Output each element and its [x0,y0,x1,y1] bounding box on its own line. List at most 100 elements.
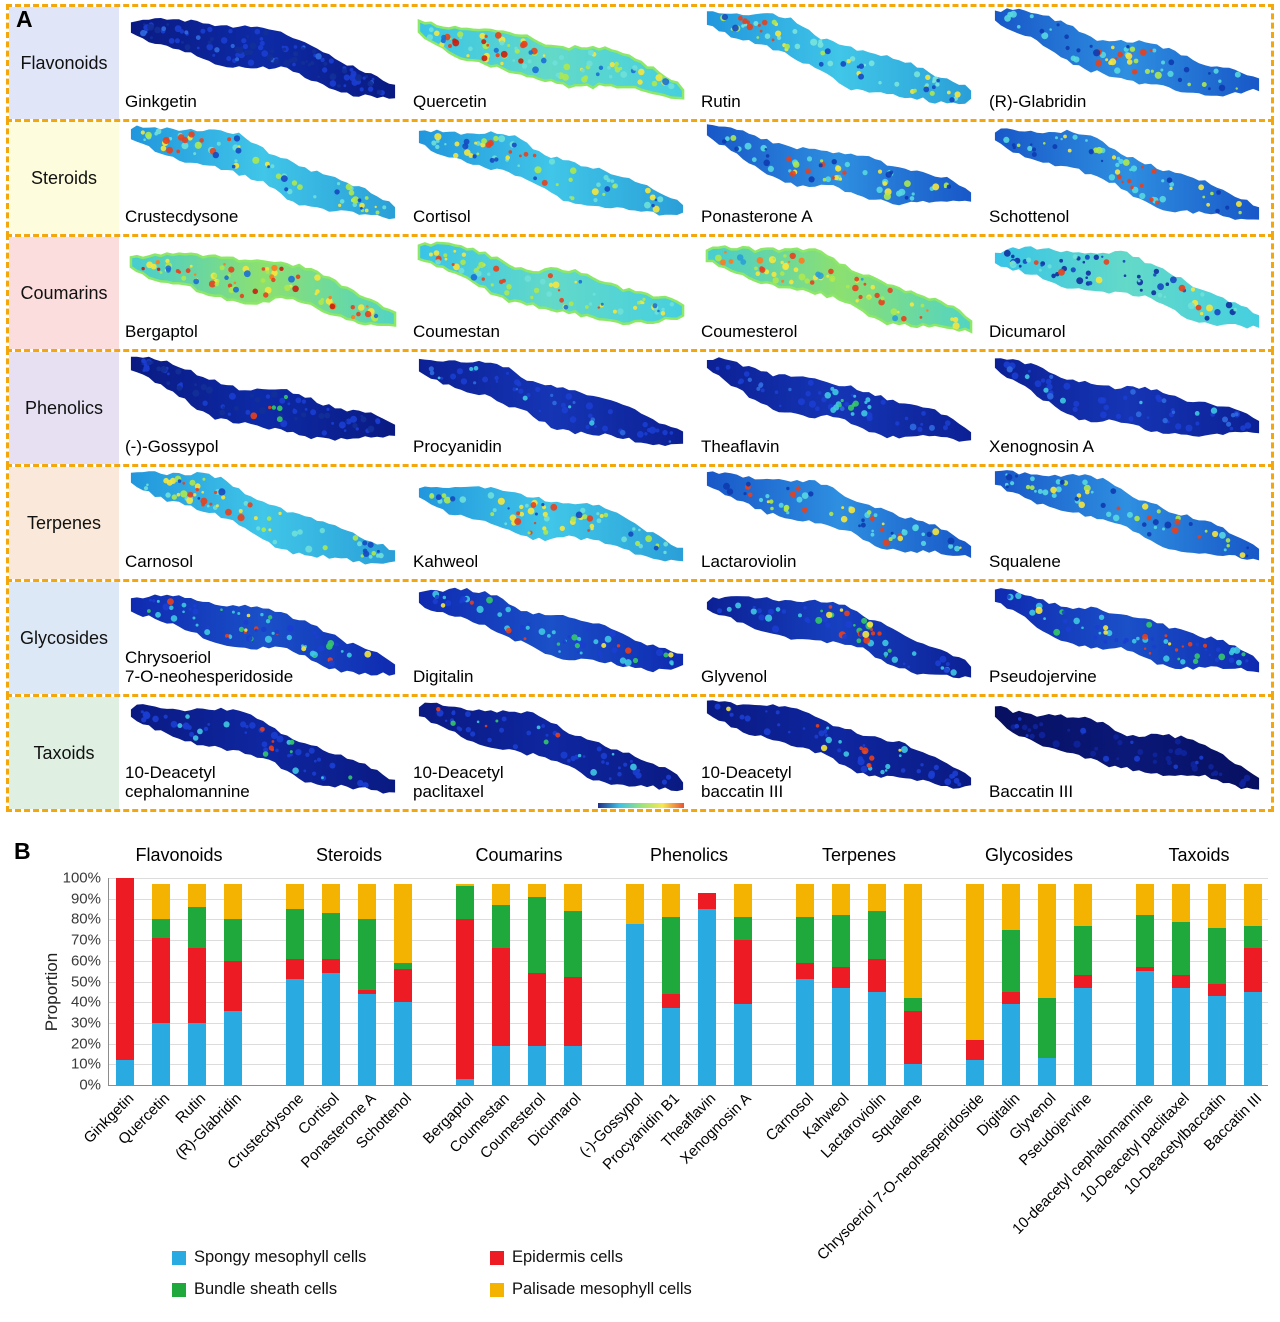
stacked-bar: Schottenol [353,878,415,1152]
compound-label: (-)-Gossypol [125,436,219,456]
category-label: Terpenes [9,467,119,579]
bar-segment [528,973,546,1046]
bar-segment [188,907,206,949]
bar-segment [1074,925,1092,976]
gridline [108,981,1268,983]
y-tick-label: 90% [70,890,101,908]
bar-segment [1038,998,1056,1059]
bar-segment [1002,929,1020,992]
leaf-heatmap [418,486,684,562]
bar-segment [394,1002,412,1085]
stacked-bar: Squalene [868,878,925,1147]
bar-segment [286,884,304,910]
y-tick-label: 40% [70,993,101,1011]
compound-label: 10-Deacetyl cephalomannine [125,762,250,801]
bar-segment [698,909,716,1085]
msi-image-cell: Procyanidin [407,352,695,464]
bar-segment [1002,991,1020,1005]
compound-group-phenolics: Phenolics (-)-Gossypol Procyanidin B1 Theaf… [577,845,755,1173]
compound-label: Cortisol [413,206,471,226]
stacked-bar: (R)-Glabridin [172,878,245,1163]
category-label: Phenolics [9,352,119,464]
stacked-bar: 10-deacetyl cephalomannine [1009,878,1157,1238]
bar-segment [966,1060,984,1085]
bar-segment [492,948,510,1046]
leaf-heatmap [994,128,1260,220]
compound-label: Glyvenol [701,666,768,686]
leaf-heatmap [706,11,972,105]
bar-segment [1136,967,1154,972]
msi-image-cell: 10-Deacetyl paclitaxel [407,697,695,809]
leaf-heatmap [994,358,1260,437]
y-tick-label: 0% [79,1076,101,1094]
gridline [108,960,1268,962]
bar-segment [832,967,850,988]
bar-segment [1244,884,1262,926]
stacked-bar: Coumesterol [477,878,549,1162]
leaf-heatmap [130,125,396,220]
leaf-heatmap [130,704,396,794]
compound-group-steroids: Steroids Crustecdysone Cortisol Ponasterone… [224,845,415,1173]
row-cells: Chrysoeriol 7-O-neohesperidoside Digitali… [119,582,1271,694]
stacked-bar: Procyanidin B1 [600,878,683,1173]
msi-image-cell: Digitalin [407,582,695,694]
stacked-bar: Carnosol [763,878,817,1144]
bar-segment [224,1010,242,1085]
compound-label: Rutin [701,91,741,111]
legend-label: Epidermis cells [512,1248,623,1266]
bar-segment [734,940,752,1005]
bar-segment [868,991,886,1085]
msi-image-cell: Lactaroviolin [695,467,983,579]
category-label: Coumarins [9,237,119,349]
bar-segment [796,962,814,980]
bar-segment [188,948,206,1023]
y-tick-label: 70% [70,931,101,949]
bar-segment [734,917,752,941]
category-row-terpenes: Terpenes Carnosol Kahweol Lactaroviolin Squa… [6,464,1274,582]
category-label: Steroids [9,122,119,234]
bar-segment [796,884,814,918]
bar-segment [358,989,376,994]
msi-image-cell: (R)-Glabridin [983,7,1271,119]
msi-image-cell: Dicumarol [983,237,1271,349]
compound-label: Crustecdysone [125,206,239,226]
leaf-heatmap [130,471,396,565]
bar-segment [1208,983,1226,996]
legend-item: Epidermis cells [490,1248,692,1267]
compound-label: Pseudojervine [989,666,1097,686]
msi-image-cell: Baccatin III [983,697,1271,809]
compound-group-coumarins: Coumarins Bergaptol Coumestan Coumesterol Di… [420,845,585,1162]
msi-image-cell: Schottenol [983,122,1271,234]
bar-segment [966,1039,984,1061]
legend-label: Palisade mesophyll cells [512,1280,692,1298]
stacked-bar: (-)-Gossypol [577,878,647,1160]
stacked-bar: Crustecdysone [224,878,307,1173]
leaf-heatmap [130,18,396,99]
bar-segment [492,904,510,949]
bar-segment [564,911,582,978]
stacked-bar: Lactaroviolin [817,878,889,1162]
msi-image-cell: Carnosol [119,467,407,579]
group-label: Taxoids [1168,845,1230,865]
group-label: Terpenes [821,845,897,865]
msi-image-cell: Chrysoeriol 7-O-neohesperidoside [119,582,407,694]
category-label: Flavonoids [9,7,119,119]
stacked-bar: 10-Deacetyl paclitaxel [1077,878,1193,1206]
stacked-bar: Baccatin III [1201,878,1265,1154]
bar-segment [904,998,922,1011]
bar-segment [662,1008,680,1085]
bar-segment [662,884,680,918]
row-cells: Ginkgetin Quercetin Rutin (R)-Glabridin [119,7,1271,119]
msi-image-cell: 10-Deacetyl baccatin III [695,697,983,809]
compound-group-glycosides: Glycosides Chrysoeriol 7-O-neohesperidosi… [813,845,1095,1264]
gridline [108,898,1268,900]
compound-label: Squalene [989,551,1061,571]
group-label: Phenolics [649,845,729,865]
bar-segment [1074,975,1092,988]
msi-image-cell: 10-Deacetyl cephalomannine [119,697,407,809]
bar-segment [796,979,814,1085]
leaf-heatmap [706,596,972,679]
compound-label: Bergaptol [125,321,198,341]
compound-label: Quercetin [413,91,487,111]
